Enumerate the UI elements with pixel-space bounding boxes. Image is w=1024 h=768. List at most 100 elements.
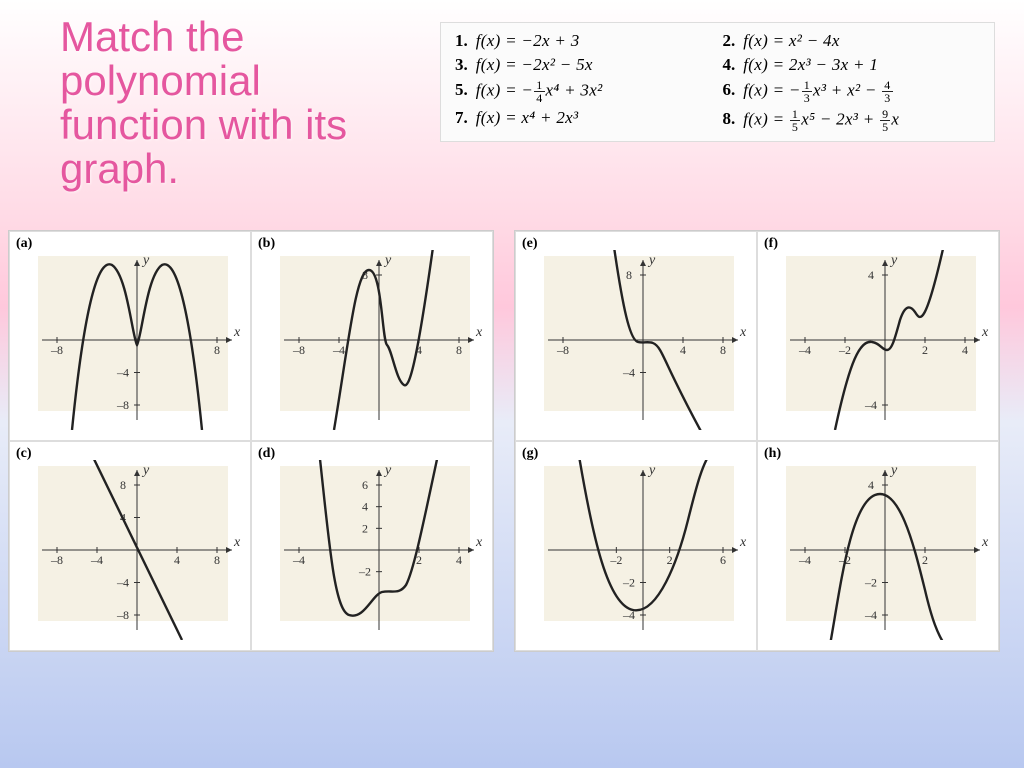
svg-text:2: 2 [667, 553, 673, 567]
graph-label: (d) [258, 446, 275, 462]
svg-text:4: 4 [868, 268, 874, 282]
svg-text:x: x [475, 325, 483, 340]
equation-expression: f(x) = x⁴ + 2x³ [476, 108, 579, 128]
equation-expression: f(x) = −2x + 3 [476, 31, 580, 51]
svg-text:–2: –2 [358, 565, 371, 579]
svg-text:2: 2 [922, 343, 928, 357]
equation-item: 3. f(x) = −2x² − 5x [455, 55, 713, 75]
svg-text:–8: –8 [50, 343, 63, 357]
svg-text:–8: –8 [292, 343, 305, 357]
equation-item: 4. f(x) = 2x³ − 3x + 1 [723, 55, 981, 75]
svg-text:x: x [981, 535, 989, 550]
svg-text:–8: –8 [50, 553, 63, 567]
equation-expression: f(x) = −13x³ + x² − 43 [743, 79, 893, 104]
svg-text:–4: –4 [864, 608, 877, 622]
svg-text:–8: –8 [116, 608, 129, 622]
equation-number: 1. [455, 31, 468, 51]
svg-text:–4: –4 [116, 366, 129, 380]
graph-label: (g) [522, 446, 538, 462]
equation-item: 1. f(x) = −2x + 3 [455, 31, 713, 51]
graph-d: (d)xy–424642–2 [251, 441, 493, 651]
equation-number: 6. [723, 80, 736, 100]
svg-text:x: x [739, 535, 747, 550]
svg-text:–8: –8 [116, 398, 129, 412]
graph-label: (a) [16, 236, 32, 252]
equation-item: 2. f(x) = x² − 4x [723, 31, 981, 51]
svg-text:–4: –4 [622, 366, 635, 380]
equation-expression: f(x) = 2x³ − 3x + 1 [743, 55, 878, 75]
page-title: Match the polynomial function with its g… [60, 15, 400, 191]
svg-text:y: y [141, 253, 150, 268]
svg-text:–4: –4 [292, 553, 305, 567]
svg-text:6: 6 [720, 553, 726, 567]
svg-text:–2: –2 [838, 343, 851, 357]
svg-text:–4: –4 [798, 553, 811, 567]
svg-text:8: 8 [214, 343, 220, 357]
graph-g: (g)xy–226–2–4 [515, 441, 757, 651]
equation-number: 2. [723, 31, 736, 51]
equation-item: 8. f(x) = 15x⁵ − 2x³ + 95x [723, 108, 981, 133]
equation-number: 7. [455, 108, 468, 128]
equation-number: 3. [455, 55, 468, 75]
svg-text:–4: –4 [116, 576, 129, 590]
svg-text:4: 4 [962, 343, 968, 357]
svg-text:–2: –2 [622, 576, 635, 590]
svg-text:y: y [141, 463, 150, 478]
svg-text:x: x [981, 325, 989, 340]
svg-text:4: 4 [362, 500, 368, 514]
svg-text:4: 4 [174, 553, 180, 567]
svg-text:2: 2 [362, 521, 368, 535]
graph-label: (b) [258, 236, 275, 252]
svg-text:–4: –4 [864, 398, 877, 412]
svg-text:8: 8 [456, 343, 462, 357]
svg-text:–2: –2 [864, 576, 877, 590]
svg-text:x: x [475, 535, 483, 550]
graph-f: (f) x y –4 –2 2 4 4 –4 [757, 231, 999, 441]
graphs-container: (a)xy–88–4–8(b)xy–8–4488(c)xy–8–44884–4–… [8, 230, 1000, 652]
svg-text:8: 8 [626, 268, 632, 282]
graph-label: (e) [522, 236, 538, 252]
equation-number: 4. [723, 55, 736, 75]
svg-text:2: 2 [922, 553, 928, 567]
graph-block-right: (e)xy–8488–4(f)xy–4–2244–4(g)xy–226–2–4(… [514, 230, 1000, 652]
svg-text:y: y [383, 253, 392, 268]
svg-text:y: y [647, 463, 656, 478]
svg-text:8: 8 [720, 343, 726, 357]
graph-block-left: (a)xy–88–4–8(b)xy–8–4488(c)xy–8–44884–4–… [8, 230, 494, 652]
graph-b: (b)xy–8–4488 [251, 231, 493, 441]
svg-text:y: y [383, 463, 392, 478]
svg-text:–4: –4 [332, 343, 345, 357]
equation-item: 6. f(x) = −13x³ + x² − 43 [723, 79, 981, 104]
svg-text:6: 6 [362, 478, 368, 492]
equation-number: 5. [455, 80, 468, 100]
graph-a: (a) x y –8 8 –4 –8 [9, 231, 251, 441]
equation-item: 7. f(x) = x⁴ + 2x³ [455, 108, 713, 133]
svg-text:4: 4 [456, 553, 462, 567]
equation-item: 5. f(x) = −14x⁴ + 3x² [455, 79, 713, 104]
graph-e: (e)xy–8488–4 [515, 231, 757, 441]
equation-expression: f(x) = −2x² − 5x [476, 55, 593, 75]
svg-text:x: x [233, 535, 241, 550]
svg-text:x: x [233, 325, 241, 340]
equation-expression: f(x) = x² − 4x [743, 31, 839, 51]
svg-text:8: 8 [120, 478, 126, 492]
graph-h: (h)xy–4–224–2–4 [757, 441, 999, 651]
svg-text:–4: –4 [798, 343, 811, 357]
equation-number: 8. [723, 109, 736, 129]
svg-text:y: y [889, 253, 898, 268]
graph-label: (f) [764, 236, 778, 252]
equations-panel: 1. f(x) = −2x + 3 2. f(x) = x² − 4x 3. f(x) =… [440, 22, 995, 142]
equation-expression: f(x) = 15x⁵ − 2x³ + 95x [743, 108, 899, 133]
graph-label: (h) [764, 446, 781, 462]
svg-text:4: 4 [680, 343, 686, 357]
svg-text:–4: –4 [90, 553, 103, 567]
equation-expression: f(x) = −14x⁴ + 3x² [476, 79, 603, 104]
svg-text:y: y [889, 463, 898, 478]
svg-text:4: 4 [868, 478, 874, 492]
graph-c: (c)xy–8–44884–4–8 [9, 441, 251, 651]
svg-text:–8: –8 [556, 343, 569, 357]
svg-text:8: 8 [214, 553, 220, 567]
svg-text:x: x [739, 325, 747, 340]
graph-label: (c) [16, 446, 32, 462]
svg-text:–2: –2 [609, 553, 622, 567]
